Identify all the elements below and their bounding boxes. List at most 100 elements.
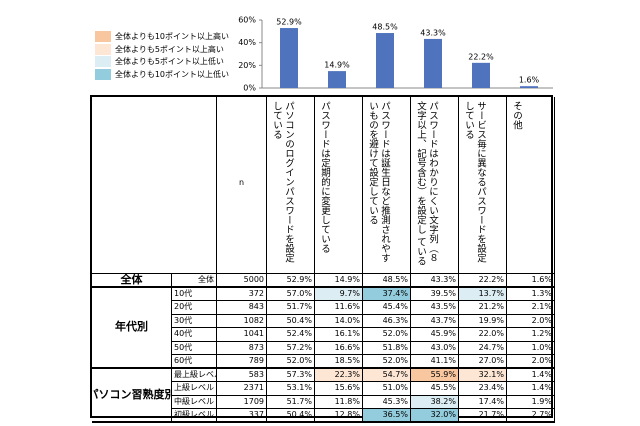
row-label: 50代: [172, 341, 217, 355]
data-cell: 43.0%: [411, 341, 459, 355]
data-cell: 57.3%: [267, 368, 315, 382]
data-cell: 52.0%: [267, 355, 315, 369]
data-cell: 54.7%: [363, 368, 411, 382]
header-cell: その他: [507, 97, 555, 274]
legend-swatch: [95, 56, 111, 67]
data-cell: 1.2%: [507, 328, 555, 342]
value-label: 48.5%: [372, 23, 398, 32]
data-cell: 36.5%: [363, 409, 411, 423]
data-cell: 50.4%: [267, 314, 315, 328]
data-cell: 1.9%: [507, 395, 555, 409]
data-cell: 52.0%: [363, 355, 411, 369]
data-cell: 22.3%: [315, 368, 363, 382]
data-cell: 57.0%: [267, 287, 315, 301]
data-cell: 1.3%: [507, 287, 555, 301]
data-cell: 45.9%: [411, 328, 459, 342]
data-cell: 43.7%: [411, 314, 459, 328]
row-label: 10代: [172, 287, 217, 301]
data-cell: 53.1%: [267, 382, 315, 396]
data-cell: 45.3%: [363, 395, 411, 409]
row-label: 初級レベル: [172, 409, 217, 423]
legend-swatch: [95, 68, 111, 80]
n-cell: 2371: [217, 382, 267, 396]
y-tick-label: 0%: [243, 84, 256, 93]
data-cell: 2.7%: [507, 409, 555, 423]
legend-swatch: [95, 31, 111, 42]
legend-label: 全体よりも5ポイント以上低い: [115, 57, 224, 66]
legend-label: 全体よりも10ポイント以上高い: [115, 32, 230, 41]
data-cell: 19.9%: [459, 314, 507, 328]
n-cell: 583: [217, 368, 267, 382]
row-label: 40代: [172, 328, 217, 342]
y-tick-label: 60%: [238, 16, 256, 25]
bar: [424, 38, 442, 88]
data-cell: 2.0%: [507, 314, 555, 328]
y-tick-label: 20%: [238, 61, 256, 70]
data-cell: 52.0%: [363, 328, 411, 342]
data-cell: 43.5%: [411, 301, 459, 315]
row-label: 最上級レベル: [172, 368, 217, 382]
chart: 0% 20% 40% 60% 52.9% 14.9% 48.5% 43.3% 22.2% 1.6%: [238, 16, 553, 93]
n-cell: 1041: [217, 328, 267, 342]
n-cell: 873: [217, 341, 267, 355]
row-label: 中級レベル: [172, 395, 217, 409]
header-blank: [92, 97, 217, 274]
data-cell: 13.7%: [459, 287, 507, 301]
data-cell: 32.0%: [411, 409, 459, 423]
bar: [280, 28, 298, 88]
header-text: サービス毎に異なるパスワードを設定している: [463, 101, 486, 263]
data-cell: 51.0%: [363, 382, 411, 396]
data-cell: 24.7%: [459, 341, 507, 355]
data-cell: 2.1%: [507, 301, 555, 315]
value-label: 14.9%: [324, 61, 350, 70]
data-cell: 1.4%: [507, 382, 555, 396]
bar: [520, 86, 538, 88]
header-cell: パソコンのログインパスワードを設定している: [267, 97, 315, 274]
data-cell: 16.6%: [315, 341, 363, 355]
data-cell: 11.8%: [315, 395, 363, 409]
data-cell: 14.0%: [315, 314, 363, 328]
data-cell: 52.4%: [267, 328, 315, 342]
n-cell: 1709: [217, 395, 267, 409]
data-cell: 27.0%: [459, 355, 507, 369]
legend-swatch: [95, 43, 111, 55]
data-cell: 43.3%: [411, 274, 459, 288]
group-label: 年代別: [92, 287, 172, 369]
bar: [472, 62, 490, 88]
data-cell: 55.9%: [411, 368, 459, 382]
data-cell: 21.2%: [459, 301, 507, 315]
bar: [328, 71, 346, 88]
data-cell: 39.5%: [411, 287, 459, 301]
data-cell: 1.6%: [507, 274, 555, 288]
header-text: パスワードは定期的に変更している: [319, 101, 330, 253]
data-cell: 45.4%: [363, 301, 411, 315]
data-cell: 50.4%: [267, 409, 315, 423]
table: n パソコンのログインパスワードを設定している パスワードは定期的に変更している パス…: [90, 95, 555, 423]
row-label: 全体: [172, 274, 217, 288]
data-cell: 11.6%: [315, 301, 363, 315]
n-cell: 843: [217, 301, 267, 315]
data-cell: 51.8%: [363, 341, 411, 355]
data-cell: 16.1%: [315, 328, 363, 342]
data-cell: 38.2%: [411, 395, 459, 409]
row-label: 60代: [172, 355, 217, 369]
data-cell: 22.0%: [459, 328, 507, 342]
header-cell: パスワードは誕生日など推測されやすいものを避けて設定している: [363, 97, 411, 274]
data-cell: 51.7%: [267, 301, 315, 315]
header-cell: パスワードは定期的に変更している: [315, 97, 363, 274]
data-cell: 14.9%: [315, 274, 363, 288]
n-cell: 337: [217, 409, 267, 423]
data-cell: 51.7%: [267, 395, 315, 409]
legend-label: 全体よりも5ポイント以上高い: [115, 44, 224, 54]
data-cell: 18.5%: [315, 355, 363, 369]
data-cell: 41.1%: [411, 355, 459, 369]
legend-label: 全体よりも10ポイント以上低い: [115, 69, 230, 79]
data-cell: 23.4%: [459, 382, 507, 396]
data-cell: 15.6%: [315, 382, 363, 396]
data-cell: 48.5%: [363, 274, 411, 288]
data-cell: 22.2%: [459, 274, 507, 288]
n-cell: 1082: [217, 314, 267, 328]
data-cell: 9.7%: [315, 287, 363, 301]
data-cell: 1.4%: [507, 368, 555, 382]
